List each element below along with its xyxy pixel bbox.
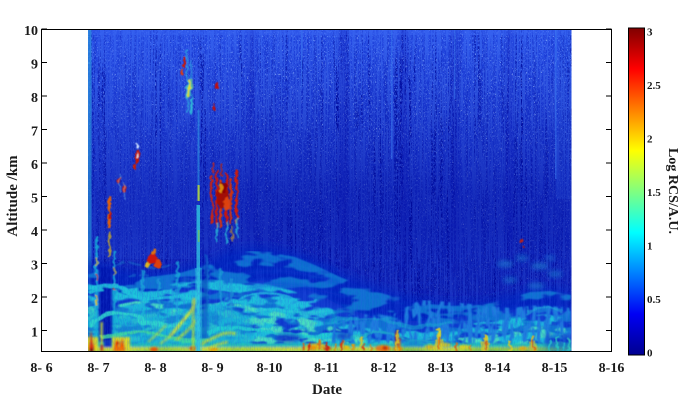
svg-text:2: 2 <box>647 134 653 146</box>
svg-text:10: 10 <box>24 24 38 39</box>
svg-text:2: 2 <box>31 292 38 307</box>
svg-text:8-13: 8-13 <box>428 361 454 376</box>
svg-text:8-15: 8-15 <box>542 361 568 376</box>
svg-text:0.5: 0.5 <box>647 294 661 306</box>
svg-text:8-10: 8-10 <box>257 361 283 376</box>
svg-text:7: 7 <box>31 125 38 140</box>
svg-text:8-12: 8-12 <box>371 361 397 376</box>
svg-text:8- 6: 8- 6 <box>30 361 52 376</box>
svg-text:5: 5 <box>31 192 38 207</box>
svg-text:2.5: 2.5 <box>647 80 661 92</box>
svg-text:0: 0 <box>647 348 653 360</box>
svg-text:3: 3 <box>647 27 653 39</box>
svg-text:6: 6 <box>31 158 38 173</box>
svg-text:8: 8 <box>31 91 38 106</box>
svg-text:1: 1 <box>647 241 653 253</box>
svg-text:8- 9: 8- 9 <box>201 361 223 376</box>
svg-text:8-16: 8-16 <box>599 361 625 376</box>
svg-text:1.5: 1.5 <box>647 187 661 199</box>
svg-text:Altitude /km: Altitude /km <box>5 155 21 237</box>
svg-text:9: 9 <box>31 58 38 73</box>
svg-text:8- 7: 8- 7 <box>87 361 109 376</box>
svg-text:1: 1 <box>31 326 38 341</box>
svg-text:Log RCS/A.U.: Log RCS/A.U. <box>665 148 680 234</box>
svg-text:8-11: 8-11 <box>314 361 339 376</box>
svg-text:8- 8: 8- 8 <box>144 361 166 376</box>
svg-text:8-14: 8-14 <box>485 361 511 376</box>
svg-text:Date: Date <box>312 382 342 398</box>
svg-text:3: 3 <box>31 259 38 274</box>
svg-text:4: 4 <box>31 225 38 240</box>
